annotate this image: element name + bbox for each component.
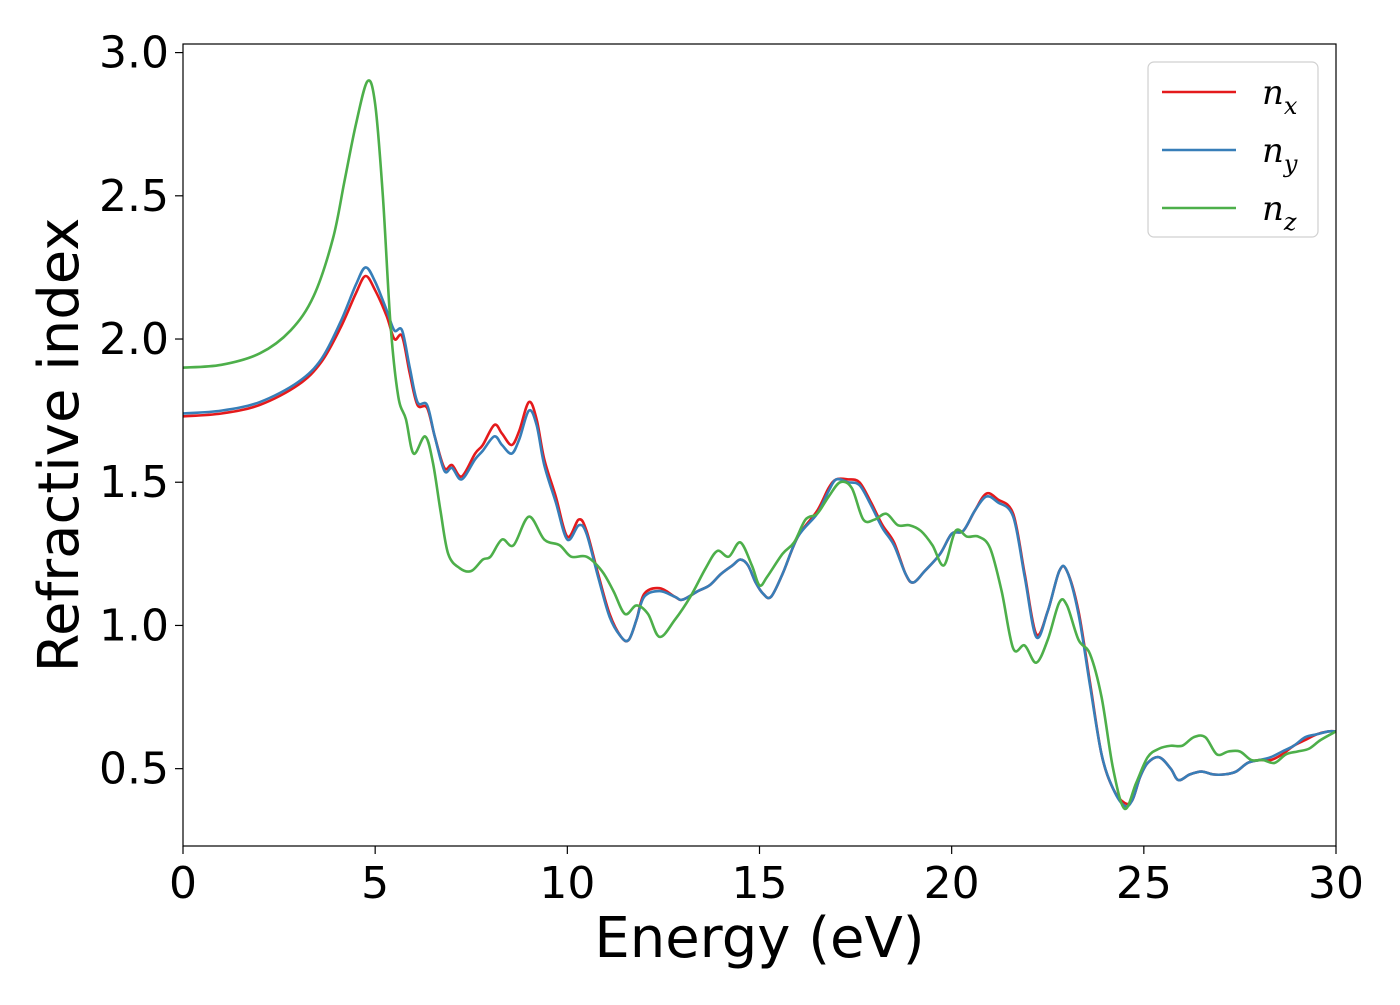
x-tick-label: 15	[732, 858, 788, 909]
legend-entry-base: n	[1262, 73, 1284, 113]
y-tick-label: 0.5	[99, 744, 169, 795]
x-tick-label: 25	[1116, 858, 1172, 909]
x-axis-title: Energy (eV)	[594, 906, 924, 971]
y-tick-label: 2.0	[99, 314, 169, 365]
y-tick-label: 1.5	[99, 457, 169, 508]
axes: 0 5 10 15 20 25 30 0.5 1.0 1.5 2.0 2.5 3.0	[99, 28, 1364, 909]
legend-entry-subscript: z	[1283, 208, 1297, 236]
x-tick-label: 20	[924, 858, 980, 909]
y-tick-label: 1.0	[99, 600, 169, 651]
series-line-y	[183, 266, 1336, 808]
x-tick-label: 5	[361, 858, 389, 909]
series-line-z	[183, 79, 1336, 811]
x-tick-label: 0	[169, 858, 197, 909]
series-line-x	[183, 274, 1336, 806]
legend-entry-z: nz	[1262, 189, 1297, 236]
y-axis-title: Refractive index	[27, 218, 92, 673]
plot-area	[183, 79, 1336, 811]
y-tick-label: 2.5	[99, 171, 169, 222]
x-tick-label: 10	[539, 858, 595, 909]
legend-entry-base: n	[1262, 189, 1284, 229]
x-tick-label: 30	[1308, 858, 1364, 909]
legend-entry-x: nx	[1262, 73, 1298, 120]
y-tick-label: 3.0	[99, 28, 169, 79]
legend-entry-subscript: y	[1283, 150, 1298, 178]
legend-entry-subscript: x	[1284, 92, 1298, 120]
legend-entry-base: n	[1262, 131, 1284, 171]
legend-entry-y: ny	[1262, 131, 1298, 178]
